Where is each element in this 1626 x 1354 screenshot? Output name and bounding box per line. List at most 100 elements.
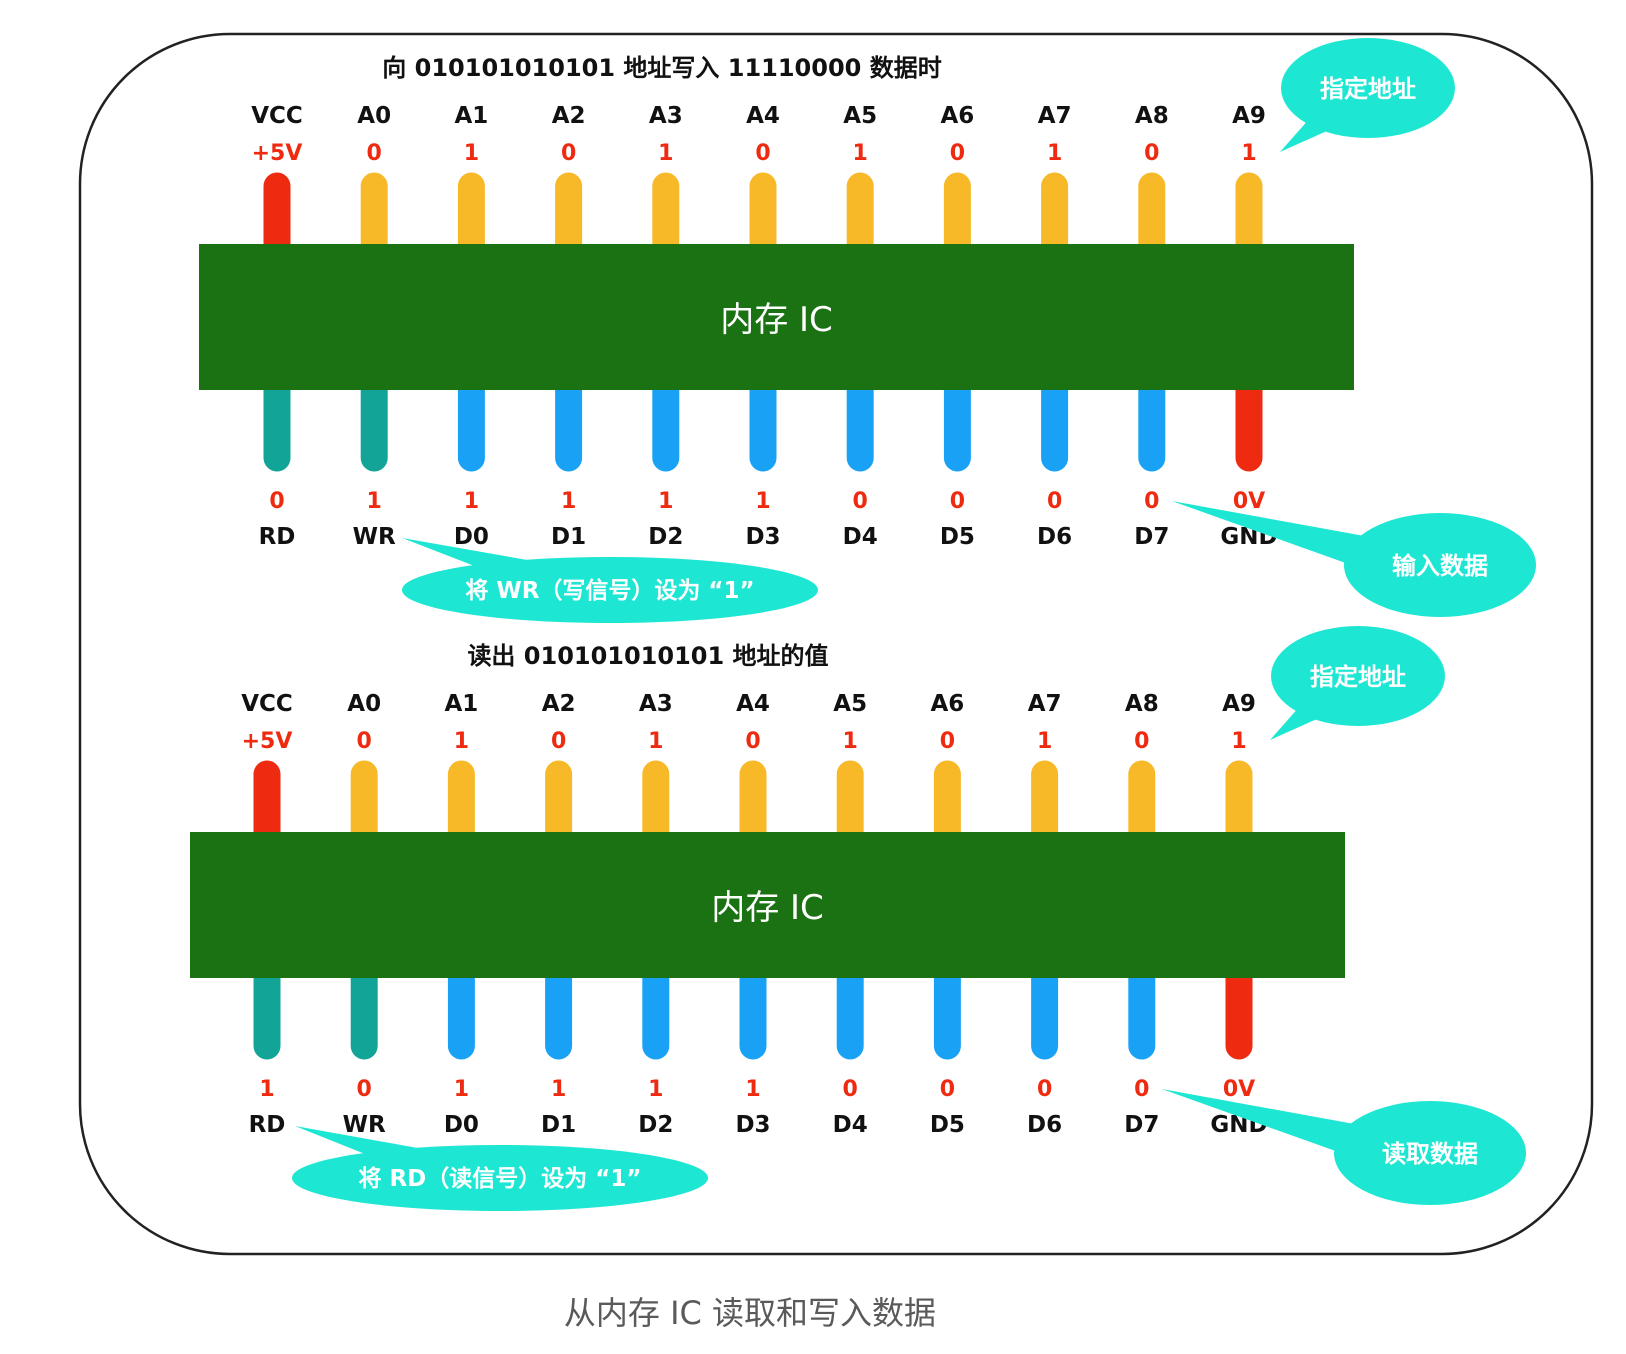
bottom-pin-value: 0 (357, 1077, 372, 1102)
bottom-pin-value: 0 (853, 489, 868, 514)
top-pin-name: A9 (1222, 691, 1256, 717)
bottom-pin-name: D1 (551, 524, 586, 550)
bottom-pin-name: WR (353, 524, 396, 550)
top-pin-value: 0 (561, 141, 576, 166)
data-callout (1334, 1101, 1526, 1205)
top-pin-name: A2 (552, 103, 586, 129)
top-pin-name: A4 (736, 691, 770, 717)
top-pin-value: 1 (464, 141, 479, 166)
bottom-pin-value: 1 (745, 1077, 760, 1102)
top-pin-name: A1 (444, 691, 478, 717)
bottom-pin-value: 1 (259, 1077, 274, 1102)
data-callout-tail (1161, 1089, 1360, 1159)
top-pin-name: A3 (649, 103, 683, 129)
bottom-pin-value: 1 (454, 1077, 469, 1102)
top-pin-name: A4 (746, 103, 780, 129)
top-pin-value: 0 (755, 141, 770, 166)
bottom-pin-value: 1 (658, 489, 673, 514)
top-pin-value: 1 (658, 141, 673, 166)
panel-title: 向 010101010101 地址写入 11110000 数据时 (382, 54, 941, 82)
top-pin-name: A5 (833, 691, 867, 717)
bottom-pin-name: RD (259, 524, 296, 550)
bottom-pin-name: D6 (1037, 524, 1072, 550)
bottom-pin-value: 1 (561, 489, 576, 514)
ic-label: 内存 IC (720, 300, 833, 340)
bottom-pin-value: 1 (648, 1077, 663, 1102)
top-pin-value: 0 (745, 729, 760, 754)
bottom-pin-value: 1 (464, 489, 479, 514)
write-panel: 向 010101010101 地址写入 11110000 数据时 VCC +5V A0… (199, 38, 1536, 623)
top-pin-value: 1 (843, 729, 858, 754)
top-pin-name: A5 (843, 103, 877, 129)
top-pin-value: 0 (367, 141, 382, 166)
top-pin-name: A7 (1028, 691, 1062, 717)
top-pin-name: A0 (357, 103, 391, 129)
top-pin-name: VCC (251, 103, 303, 129)
bottom-pin-value: 0V (1223, 1077, 1255, 1102)
bottom-pin-name: D4 (843, 524, 878, 550)
data-callout-text: 读取数据 (1382, 1140, 1478, 1168)
bottom-pin-name: D7 (1134, 524, 1169, 550)
top-pin-name: A7 (1038, 103, 1072, 129)
ic-body (199, 244, 1354, 390)
top-pin-name: A8 (1125, 691, 1159, 717)
data-callout-text: 输入数据 (1392, 552, 1488, 580)
address-callout-text: 指定地址 (1310, 663, 1406, 691)
top-pin-name: A3 (639, 691, 673, 717)
address-callout-text: 指定地址 (1320, 75, 1416, 103)
top-pin-name: VCC (241, 691, 293, 717)
top-pin-value: +5V (252, 141, 303, 166)
top-pin-value: 0 (357, 729, 372, 754)
bottom-pin-value: 0 (1037, 1077, 1052, 1102)
bottom-pin-value: 0V (1233, 489, 1265, 514)
bottom-pin-value: 0 (940, 1077, 955, 1102)
top-pin-value: 1 (648, 729, 663, 754)
top-pin-name: A1 (454, 103, 488, 129)
control-callout (292, 1145, 708, 1211)
bottom-pin-name: D3 (735, 1112, 770, 1138)
top-pin-value: +5V (242, 729, 293, 754)
bottom-pin-name: D4 (833, 1112, 868, 1138)
top-pin-value: 0 (551, 729, 566, 754)
bottom-pin-name: WR (343, 1112, 386, 1138)
read-panel: 读出 010101010101 地址的值 VCC +5V A0 0 A1 1 A2 0 A3 1 A4… (190, 626, 1526, 1211)
bottom-pin-name: D2 (638, 1112, 673, 1138)
bottom-pin-value: 0 (269, 489, 284, 514)
address-callout (1281, 38, 1455, 138)
bottom-pin-name: D5 (930, 1112, 965, 1138)
address-callout (1271, 626, 1445, 726)
top-pin-value: 1 (1047, 141, 1062, 166)
top-pin-value: 0 (950, 141, 965, 166)
top-pin-name: A8 (1135, 103, 1169, 129)
bottom-pin-value: 0 (950, 489, 965, 514)
figure-caption: 从内存 IC 读取和写入数据 (564, 1294, 936, 1332)
bottom-pin-name: D3 (745, 524, 780, 550)
bottom-pin-name: D2 (648, 524, 683, 550)
data-callout-tail (1171, 501, 1370, 571)
top-pin-name: A0 (347, 691, 381, 717)
bottom-pin-name: RD (249, 1112, 286, 1138)
bottom-pin-value: 0 (1144, 489, 1159, 514)
top-pin-value: 1 (1037, 729, 1052, 754)
bottom-pin-name: D6 (1027, 1112, 1062, 1138)
bottom-pin-value: 1 (551, 1077, 566, 1102)
top-pin-value: 0 (1134, 729, 1149, 754)
control-callout-text: 将 RD（读信号）设为 “1” (358, 1165, 641, 1192)
bottom-pin-value: 0 (1047, 489, 1062, 514)
bottom-pin-name: D7 (1124, 1112, 1159, 1138)
panel-title: 读出 010101010101 地址的值 (467, 642, 828, 670)
top-pin-name: A6 (930, 691, 964, 717)
top-pin-value: 0 (1144, 141, 1159, 166)
bottom-pin-name: D0 (444, 1112, 479, 1138)
top-pin-name: A2 (542, 691, 576, 717)
top-pin-value: 1 (853, 141, 868, 166)
top-pin-name: A6 (940, 103, 974, 129)
bottom-pin-value: 0 (1134, 1077, 1149, 1102)
data-callout (1344, 513, 1536, 617)
bottom-pin-value: 1 (755, 489, 770, 514)
top-pin-value: 1 (1231, 729, 1246, 754)
ic-body (190, 832, 1345, 978)
bottom-pin-value: 1 (367, 489, 382, 514)
top-pin-value: 0 (940, 729, 955, 754)
